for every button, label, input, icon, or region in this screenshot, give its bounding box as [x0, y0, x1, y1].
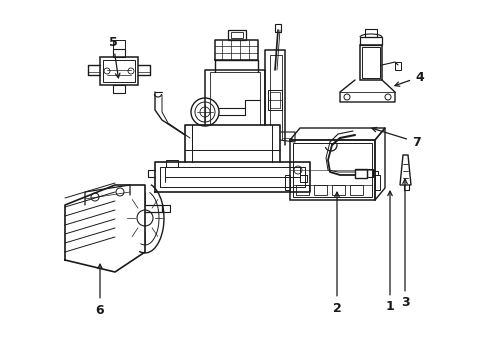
Bar — [359, 45, 381, 80]
Text: 6: 6 — [96, 264, 104, 316]
Bar — [394, 62, 400, 70]
Bar — [113, 49, 125, 57]
Bar — [292, 143, 371, 197]
Bar — [227, 30, 245, 40]
Text: 5: 5 — [108, 36, 120, 78]
Bar — [359, 37, 381, 45]
Bar — [285, 175, 289, 190]
Text: 3: 3 — [400, 179, 408, 310]
Bar — [374, 175, 379, 190]
Bar — [103, 60, 135, 82]
Bar — [267, 90, 282, 110]
Bar — [100, 57, 138, 85]
Text: 7: 7 — [371, 127, 420, 149]
Bar — [113, 85, 125, 93]
Bar — [313, 185, 326, 195]
Bar — [364, 29, 376, 37]
Bar — [269, 92, 280, 108]
Bar — [230, 32, 243, 38]
Text: 4: 4 — [394, 71, 423, 86]
Bar — [331, 185, 345, 195]
Bar — [295, 185, 308, 195]
Bar — [289, 140, 374, 200]
Bar — [274, 24, 281, 32]
Bar — [354, 169, 366, 178]
Text: 1: 1 — [385, 191, 393, 314]
Bar — [361, 47, 379, 78]
Text: 2: 2 — [332, 192, 341, 315]
Bar — [349, 185, 362, 195]
Bar — [366, 169, 372, 177]
